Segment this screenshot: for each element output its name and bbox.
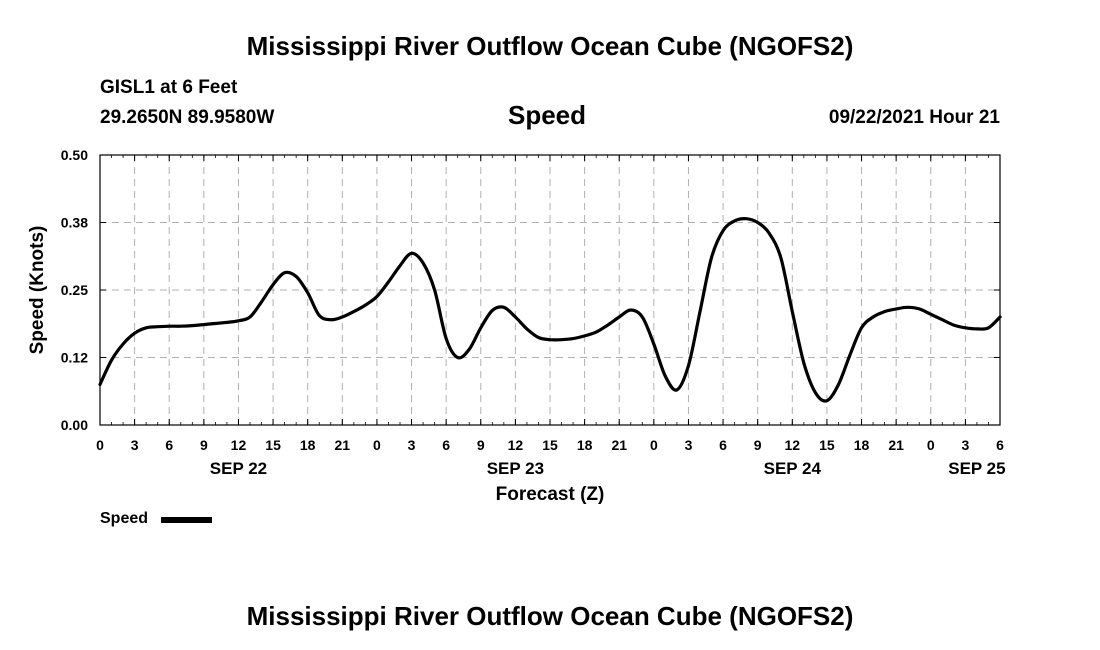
x-tick-label: 21 (335, 437, 351, 453)
speed-series-line (98, 217, 1002, 403)
date-label: SEP 25 (948, 459, 1005, 478)
x-axis-label: Forecast (Z) (496, 484, 605, 505)
x-tick-label: 9 (477, 437, 485, 453)
x-tick-label: 9 (200, 437, 208, 453)
station-name: GISL1 at 6 Feet (100, 77, 238, 98)
x-tick-label: 0 (373, 437, 381, 453)
x-tick-label: 12 (231, 437, 247, 453)
x-tick-label: 21 (888, 437, 904, 453)
x-tick-label: 6 (442, 437, 450, 453)
x-tick-label: 6 (165, 437, 173, 453)
y-axis-label: Speed (Knots) (27, 226, 48, 355)
x-tick-label: 15 (265, 437, 281, 453)
x-tick-label: 15 (542, 437, 558, 453)
x-tick-label: 18 (577, 437, 593, 453)
chart-title-top: Mississippi River Outflow Ocean Cube (NG… (246, 31, 854, 61)
y-tick-label: 0.12 (61, 350, 88, 366)
x-tick-label: 0 (927, 437, 935, 453)
x-tick-label: 18 (854, 437, 870, 453)
x-tick-label: 6 (719, 437, 727, 453)
date-label: SEP 23 (487, 459, 544, 478)
x-tick-label: 3 (961, 437, 969, 453)
x-tick-label: 3 (131, 437, 139, 453)
x-tick-label: 21 (611, 437, 627, 453)
y-tick-label: 0.50 (61, 147, 88, 163)
grid (100, 155, 1000, 425)
forecast-datetime: 09/22/2021 Hour 21 (828, 107, 1000, 128)
axis-ticks (99, 154, 1001, 426)
x-tick-label: 9 (754, 437, 762, 453)
x-tick-label: 12 (785, 437, 801, 453)
x-tick-label: 0 (96, 437, 104, 453)
x-tick-label: 0 (650, 437, 658, 453)
station-coords: 29.2650N 89.9580W (100, 107, 275, 128)
x-tick-label: 15 (819, 437, 835, 453)
x-tick-label: 3 (408, 437, 416, 453)
axis-labels: 0 3 6 9 12 15 18 21 0 3 6 9 12 15 18 21 0 3 6 9 12 15 18 21 0 3 6 0… (61, 147, 1006, 478)
y-tick-label: 0.00 (61, 417, 88, 433)
y-tick-label: 0.38 (61, 215, 88, 231)
x-tick-label: 12 (508, 437, 524, 453)
y-tick-label: 0.25 (61, 282, 88, 298)
x-tick-label: 3 (685, 437, 693, 453)
x-tick-label: 18 (300, 437, 316, 453)
x-tick-label: 6 (996, 437, 1004, 453)
date-label: SEP 22 (210, 459, 267, 478)
date-label: SEP 24 (764, 459, 822, 478)
chart-title-bottom: Mississippi River Outflow Ocean Cube (NG… (246, 601, 854, 631)
legend-label: Speed (100, 510, 149, 527)
panel-title: Speed (508, 100, 587, 130)
